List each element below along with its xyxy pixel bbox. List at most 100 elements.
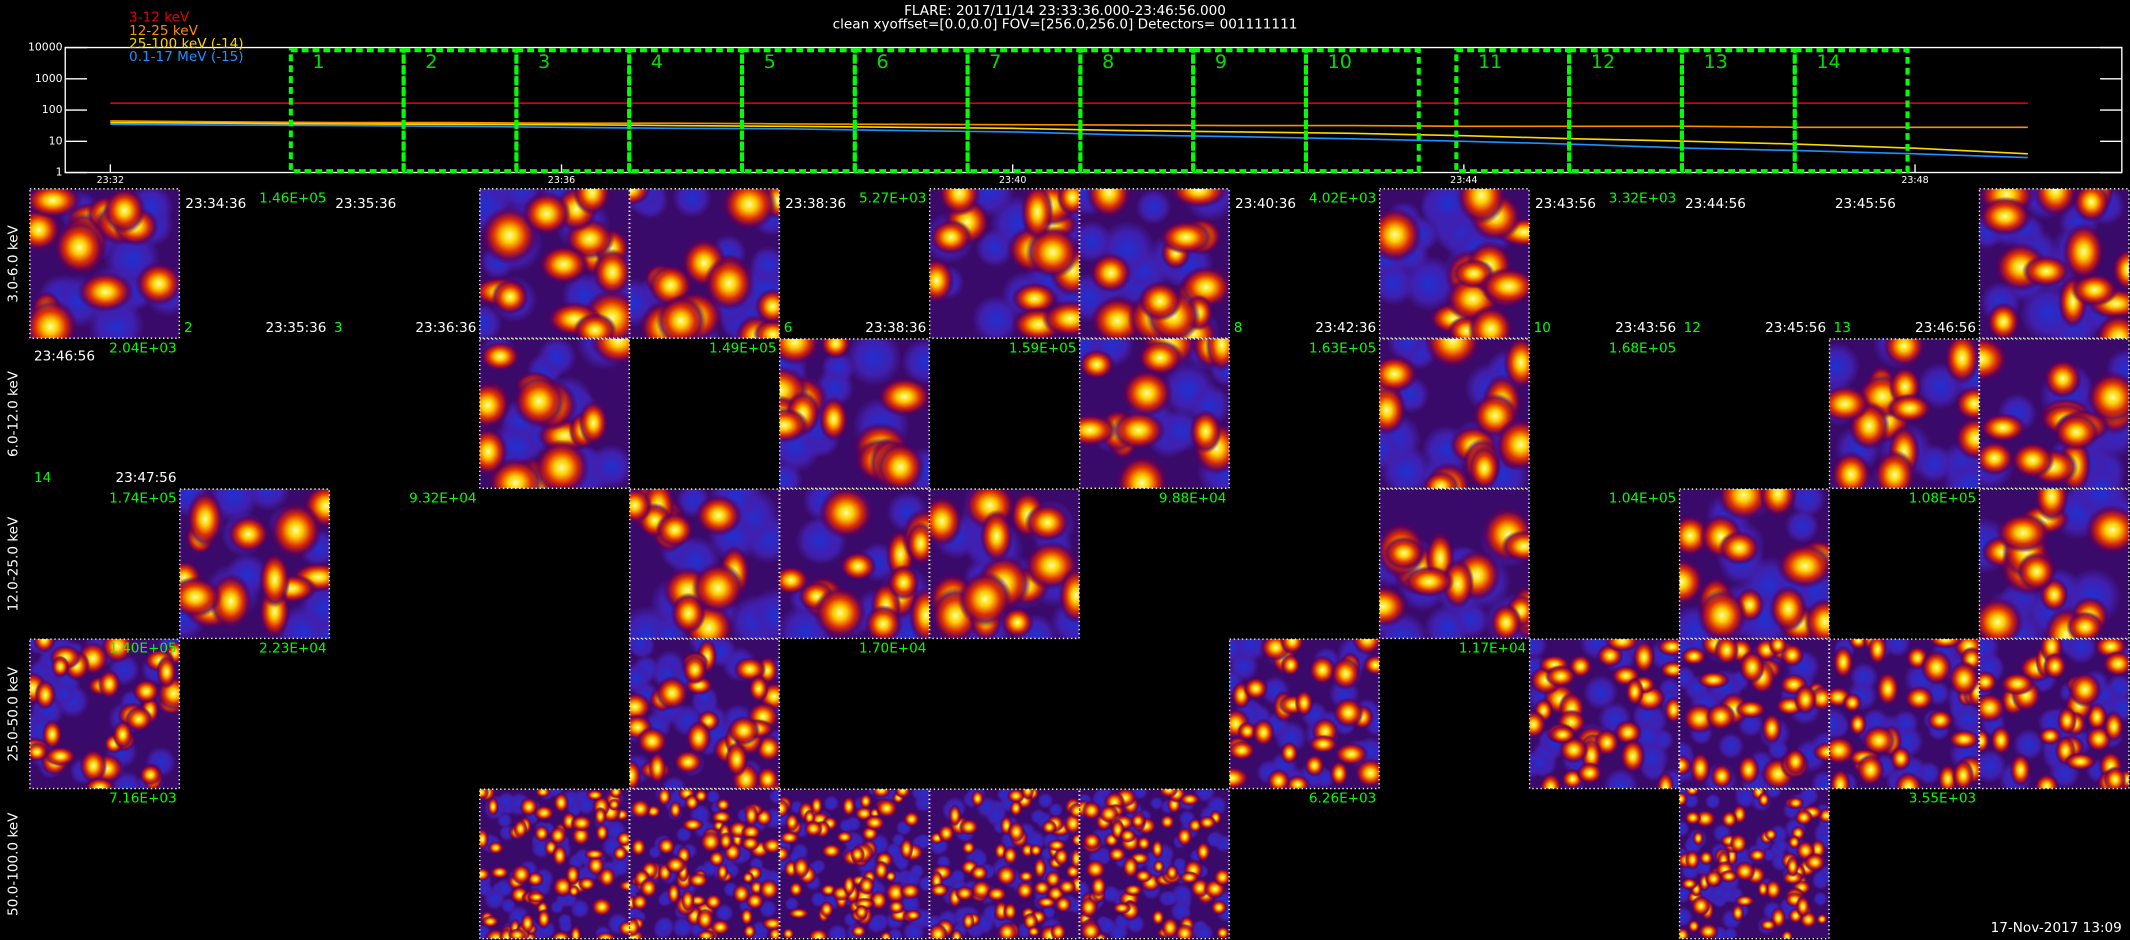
y-tick-label: 10000 [28, 41, 63, 54]
map-blob [2103, 710, 2125, 743]
map-blob [2103, 766, 2127, 789]
map-blob [718, 831, 734, 851]
map-blob [1604, 639, 1640, 653]
map-blob [1716, 489, 1771, 522]
map-blob [552, 844, 568, 867]
map-blob [1362, 654, 1380, 676]
map-blob [29, 207, 62, 252]
map-blob [1873, 449, 1916, 489]
map-blob [2086, 371, 2129, 424]
map-blob [1737, 754, 1760, 786]
map-cool [589, 444, 630, 489]
map-blob [1999, 672, 2036, 696]
map-border [29, 638, 181, 790]
map-blob [950, 928, 964, 939]
map-cool [654, 916, 675, 937]
map-blob [2034, 773, 2060, 789]
map-blob [1332, 697, 1365, 728]
map-blob [533, 439, 590, 489]
map-blob [511, 863, 532, 886]
map-blob [818, 489, 875, 540]
interval-number: 8 [1234, 320, 1243, 336]
map-blob [1861, 725, 1897, 756]
map-blob [1134, 869, 1153, 883]
map-blob [875, 441, 925, 489]
x-tick-label: 23:36 [548, 175, 575, 186]
map-image [1829, 338, 1979, 489]
map-image [629, 188, 780, 339]
map-blob [590, 896, 613, 917]
map-blob [1842, 692, 1863, 713]
interval-label: 9 [1215, 51, 1227, 73]
map-blob [1867, 639, 1888, 666]
map-blob [647, 751, 667, 785]
map-blob [1179, 792, 1201, 806]
map-blob [1894, 771, 1923, 789]
flux-label: 1.59E+05 [1009, 340, 1076, 356]
map-cool [1379, 426, 1402, 471]
map-blob [2067, 671, 2102, 708]
map-cool [1149, 796, 1164, 811]
flux-label: 3.55E+03 [1909, 791, 1976, 807]
flux-label: 1.63E+05 [1309, 340, 1376, 356]
map-border [629, 788, 780, 940]
map-blob [1424, 338, 1482, 369]
map-cool [479, 881, 494, 898]
map-blob [1198, 815, 1217, 830]
map-blob [849, 845, 866, 864]
interval-label: 5 [764, 51, 776, 73]
interval-label: 11 [1478, 51, 1502, 73]
map-blob [1721, 810, 1738, 829]
map-blob [1729, 832, 1748, 855]
map-blob [1927, 639, 1964, 649]
map-blob [1307, 734, 1339, 754]
map-blob [553, 791, 570, 814]
interval-box [1303, 48, 1421, 174]
map-blob [1954, 416, 1979, 461]
map-blob [533, 804, 555, 821]
map-blob [1856, 753, 1885, 787]
map-blob [1084, 859, 1107, 880]
map-blob [29, 188, 83, 219]
map-blob [842, 874, 856, 897]
map-image [779, 489, 930, 639]
map-cool [1098, 916, 1117, 935]
map-blob [1152, 859, 1165, 874]
map-blob [1041, 819, 1058, 835]
map-cool [51, 680, 78, 707]
band-label: 50.0-100.0 keV [6, 812, 22, 916]
map-blob [876, 376, 930, 417]
map-border [1978, 338, 2130, 490]
map-blob [995, 864, 1018, 887]
map-blob [1123, 883, 1144, 897]
map-blob [138, 763, 162, 786]
map-blob [694, 494, 743, 537]
map-image [779, 338, 930, 489]
map-image [1829, 639, 1979, 789]
series-line [110, 120, 2028, 129]
legend-label: 25-100 keV (-14) [129, 36, 244, 52]
map-border [929, 488, 1080, 640]
map-blob [1781, 870, 1804, 886]
map-blob [1468, 445, 1501, 489]
map-blob [1032, 879, 1052, 896]
map-image [629, 789, 780, 939]
map-blob [593, 806, 607, 826]
map-blob [572, 188, 612, 216]
map-blob [1379, 206, 1423, 263]
map-cool [672, 188, 712, 218]
map-blob [520, 912, 535, 934]
map-blob [810, 795, 823, 816]
map-border [1678, 788, 1830, 940]
map-blob [704, 893, 723, 911]
map-image [479, 338, 630, 489]
map-blob [1111, 410, 1166, 451]
map-blob [1684, 849, 1701, 871]
map-blob [550, 930, 572, 939]
interval-label: 2 [425, 51, 437, 73]
map-blob [1803, 852, 1827, 872]
map-blob [52, 219, 106, 275]
map-blob [1120, 368, 1173, 418]
flux-label: 1.04E+05 [1609, 491, 1676, 507]
map-blob [1979, 670, 1998, 694]
